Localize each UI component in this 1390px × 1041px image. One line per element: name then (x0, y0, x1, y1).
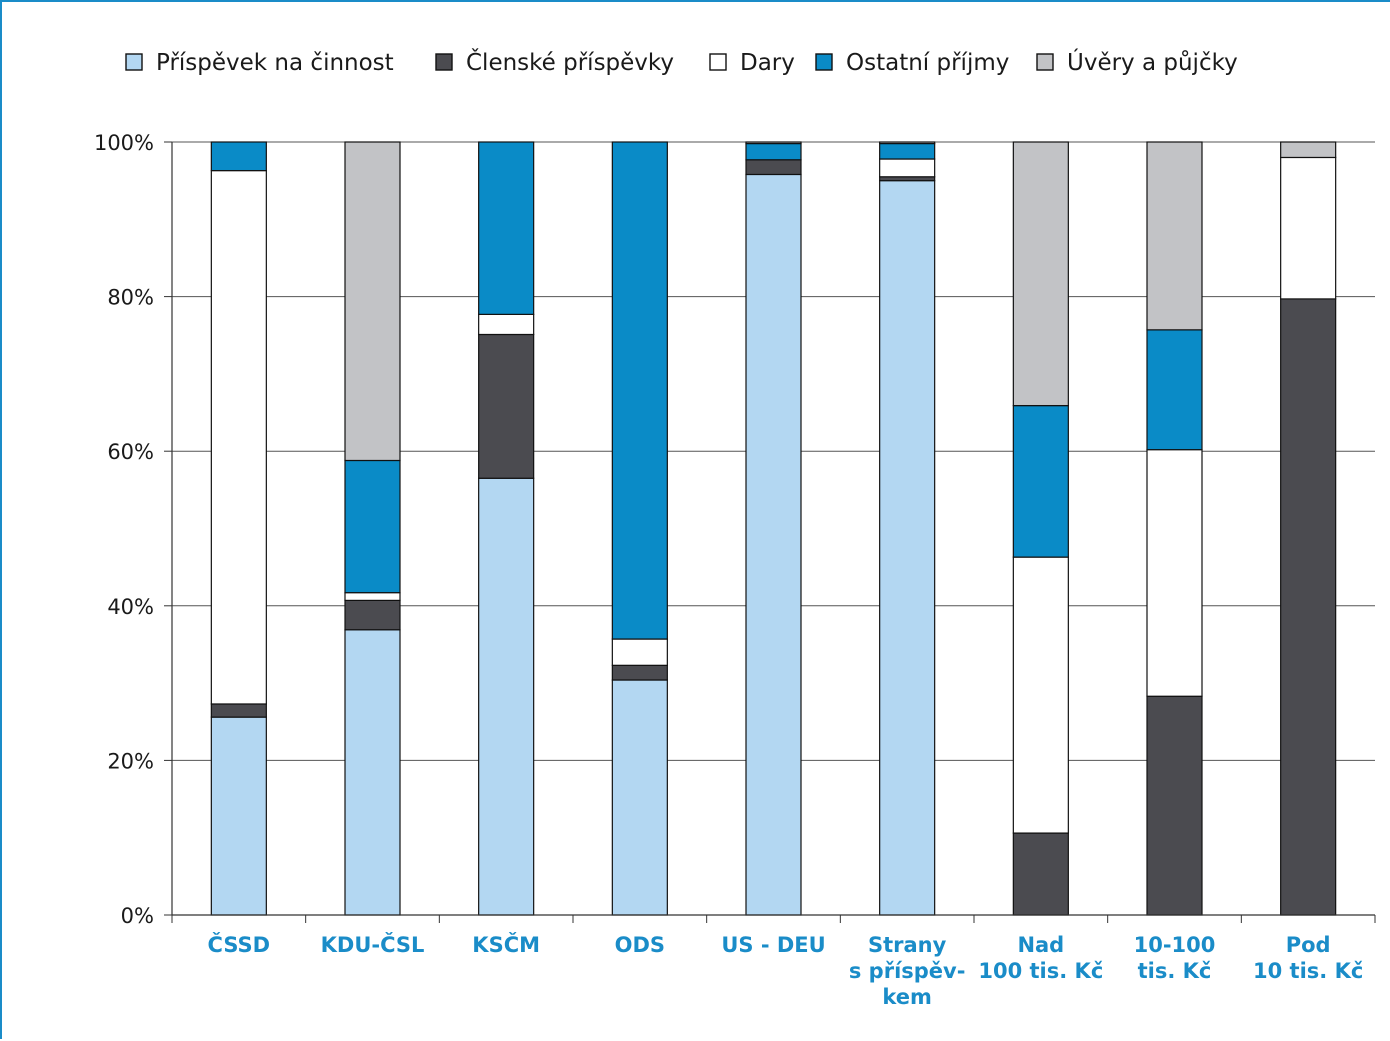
bar-segment-uvery-a-pujcky (745, 141, 802, 145)
bar-segment-dary (1012, 556, 1069, 834)
legend-swatch-prispevek-na-cinnost (125, 53, 143, 71)
legend-label-clenske-prispevky: Členské příspěvky (466, 48, 674, 76)
bar-segment-ostatni-prijmy (879, 142, 936, 160)
legend-label-prispevek-na-cinnost: Příspěvek na činnost (156, 50, 394, 76)
x-tick-label-line: KDU-ČSL (321, 932, 425, 957)
y-tick-label: 40% (107, 595, 154, 619)
bar-segment-prispevek-na-cinnost (745, 173, 802, 916)
bar-segment-clenske-prispevky (1146, 695, 1203, 916)
legend-swatch-dary (709, 53, 727, 71)
x-tick-label-line: Nad (1017, 933, 1064, 957)
bar-segment-clenske-prispevky (344, 599, 401, 631)
bar-segment-clenske-prispevky (1012, 832, 1069, 916)
bar-segment-dary (1280, 156, 1337, 300)
bar-segment-uvery-a-pujcky (879, 141, 936, 145)
y-tick-label: 80% (107, 286, 154, 310)
y-tick-label: 100% (94, 131, 154, 155)
legend-label-ostatni-prijmy: Ostatní příjmy (846, 50, 1009, 76)
y-tick-label: 0% (121, 904, 154, 928)
x-tick-label: Pod 10 tis. Kč (1253, 933, 1363, 983)
bar-segment-dary (344, 592, 401, 601)
bar-segment-clenske-prispevky (745, 159, 802, 176)
x-tick-label-line: ČSSD (208, 932, 271, 957)
bar-segment-ostatni-prijmy (478, 141, 535, 315)
bar-segment-ostatni-prijmy (210, 141, 267, 172)
y-axis-ticks: 0% 20% 40% 60% 80% 100% (94, 131, 172, 928)
x-tick-label: ČSSD (208, 932, 271, 957)
x-tick-label-line: Strany (868, 933, 947, 957)
x-tick-label-line: KSČM (472, 932, 540, 957)
bar-segment-ostatni-prijmy (611, 141, 668, 640)
bar-segment-clenske-prispevky (1280, 298, 1337, 916)
legend-label-dary: Dary (740, 50, 795, 76)
bar-segment-prispevek-na-cinnost (611, 679, 668, 916)
x-tick-label-line: s příspěv- (849, 959, 966, 983)
legend: Příspěvek na činnost Členské příspěvky Dar… (125, 48, 1238, 76)
x-tick-label: Nad 100 tis. Kč (978, 933, 1103, 983)
bar-segment-ostatni-prijmy (1146, 329, 1203, 451)
y-tick-label: 20% (107, 749, 154, 773)
bar-segment-uvery-a-pujcky (344, 141, 401, 462)
bar-segment-clenske-prispevky (210, 703, 267, 718)
x-tick-label: ODS (615, 933, 665, 957)
bar-segment-dary (879, 158, 936, 178)
x-tick-label: 10-100 tis. Kč (1134, 933, 1216, 983)
x-tick-label: KDU-ČSL (321, 932, 425, 957)
x-tick-label-line: 10 tis. Kč (1253, 959, 1363, 983)
x-tick-label: US - DEU (721, 933, 825, 957)
bars (210, 141, 1337, 916)
x-tick-label-line: ODS (615, 933, 665, 957)
legend-swatch-ostatni-prijmy (815, 53, 833, 71)
x-tick-label: KSČM (472, 932, 540, 957)
bar-segment-ostatni-prijmy (344, 459, 401, 594)
x-tick-label: Strany s příspěv-kem (849, 933, 966, 1009)
x-tick-label-line: kem (882, 985, 932, 1009)
axes (171, 142, 1376, 923)
bar-segment-dary (1146, 449, 1203, 697)
bar-segment-prispevek-na-cinnost (879, 180, 936, 916)
bar-segment-dary (611, 638, 668, 666)
x-tick-label-line: Pod (1286, 933, 1331, 957)
x-tick-label-line: US - DEU (721, 933, 825, 957)
x-tick-label-line: 10-100 (1134, 933, 1216, 957)
y-tick-label: 60% (107, 440, 154, 464)
bar-segment-prispevek-na-cinnost (210, 716, 267, 916)
legend-swatch-uvery-a-pujcky (1036, 53, 1054, 71)
bar-segment-clenske-prispevky (611, 664, 668, 681)
x-axis-labels: ČSSD KDU-ČSL KSČM ODS US - DEU Strany s příspě… (208, 932, 1364, 1009)
bar-segment-dary (478, 313, 535, 336)
x-tick-label-line: 100 tis. Kč (978, 959, 1103, 983)
bar-segment-clenske-prispevky (478, 333, 535, 479)
bar-segment-prispevek-na-cinnost (344, 629, 401, 916)
bar-segment-uvery-a-pujcky (1146, 141, 1203, 331)
bar-segment-uvery-a-pujcky (1280, 141, 1337, 159)
bar-segment-ostatni-prijmy (1012, 404, 1069, 558)
legend-label-uvery-a-pujcky: Úvěry a půjčky (1067, 48, 1238, 76)
bar-segment-uvery-a-pujcky (1012, 141, 1069, 407)
bar-segment-dary (210, 170, 267, 705)
bar-segment-ostatni-prijmy (745, 142, 802, 161)
legend-swatch-clenske-prispevky (435, 53, 453, 71)
bar-segment-prispevek-na-cinnost (478, 477, 535, 916)
x-tick-label-line: tis. Kč (1138, 959, 1212, 983)
